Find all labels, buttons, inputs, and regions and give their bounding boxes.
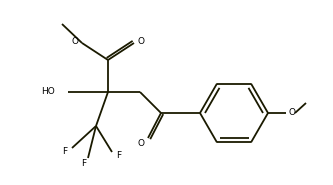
Text: O: O: [72, 38, 79, 46]
Text: O: O: [288, 108, 295, 117]
Text: O: O: [138, 139, 145, 147]
Text: F: F: [82, 159, 87, 169]
Text: F: F: [63, 147, 68, 157]
Text: F: F: [117, 152, 122, 161]
Text: O: O: [138, 38, 145, 46]
Text: HO: HO: [41, 88, 55, 97]
